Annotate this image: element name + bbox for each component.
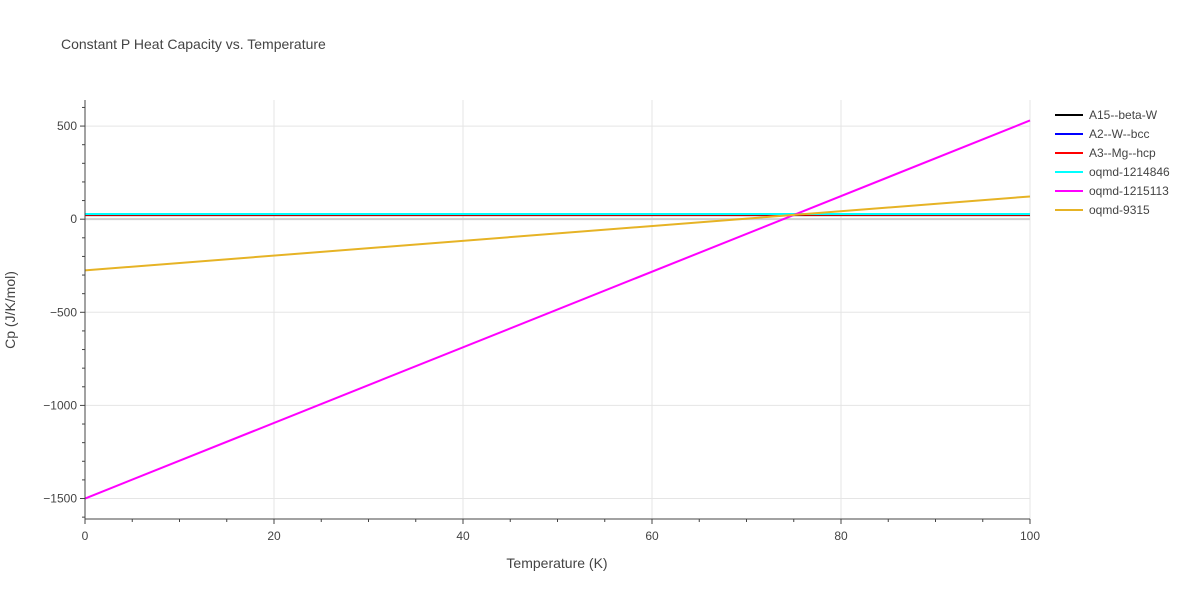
x-tick-label: 60 [645, 529, 659, 543]
legend-label: oqmd-1214846 [1089, 165, 1170, 179]
chart-title: Constant P Heat Capacity vs. Temperature [61, 36, 326, 52]
x-tick-label: 80 [834, 529, 848, 543]
x-axis-title: Temperature (K) [506, 555, 607, 571]
y-tick-label: 500 [57, 119, 77, 133]
legend-item-oqmd-9315[interactable]: oqmd-9315 [1055, 203, 1150, 217]
x-tick-label: 0 [82, 529, 89, 543]
x-tick-label: 100 [1020, 529, 1040, 543]
y-tick-label: −500 [50, 305, 77, 319]
y-tick-label: −1000 [43, 398, 77, 412]
series-line-oqmd-9315 [84, 195, 1031, 272]
series-lines [84, 119, 1031, 500]
legend-label: A15--beta-W [1089, 108, 1158, 122]
y-tick-label: −1500 [43, 492, 77, 506]
x-tick-label: 40 [456, 529, 470, 543]
x-tick-label: 20 [267, 529, 281, 543]
legend-item-A15--beta-W[interactable]: A15--beta-W [1055, 108, 1158, 122]
y-ticks: −1500 −1000 −500 0 500 [43, 119, 77, 505]
legend-item-A2--W--bcc[interactable]: A2--W--bcc [1055, 127, 1149, 141]
x-ticks: 0 20 40 60 80 100 [82, 529, 1041, 543]
grid [85, 100, 1031, 519]
y-tick-label: 0 [70, 212, 77, 226]
y-axis-title: Cp (J/K/mol) [2, 271, 18, 349]
legend-label: A2--W--bcc [1089, 127, 1149, 141]
axes [80, 100, 1031, 524]
legend-item-oqmd-1214846[interactable]: oqmd-1214846 [1055, 165, 1170, 179]
series-line-oqmd-1215113 [84, 119, 1031, 500]
legend-item-A3--Mg--hcp[interactable]: A3--Mg--hcp [1055, 146, 1156, 160]
legend: A15--beta-W A2--W--bcc A3--Mg--hcp oqmd-121… [1055, 108, 1170, 217]
legend-item-oqmd-1215113[interactable]: oqmd-1215113 [1055, 184, 1169, 198]
legend-label: oqmd-1215113 [1089, 184, 1169, 198]
legend-label: A3--Mg--hcp [1089, 146, 1156, 160]
legend-label: oqmd-9315 [1089, 203, 1150, 217]
